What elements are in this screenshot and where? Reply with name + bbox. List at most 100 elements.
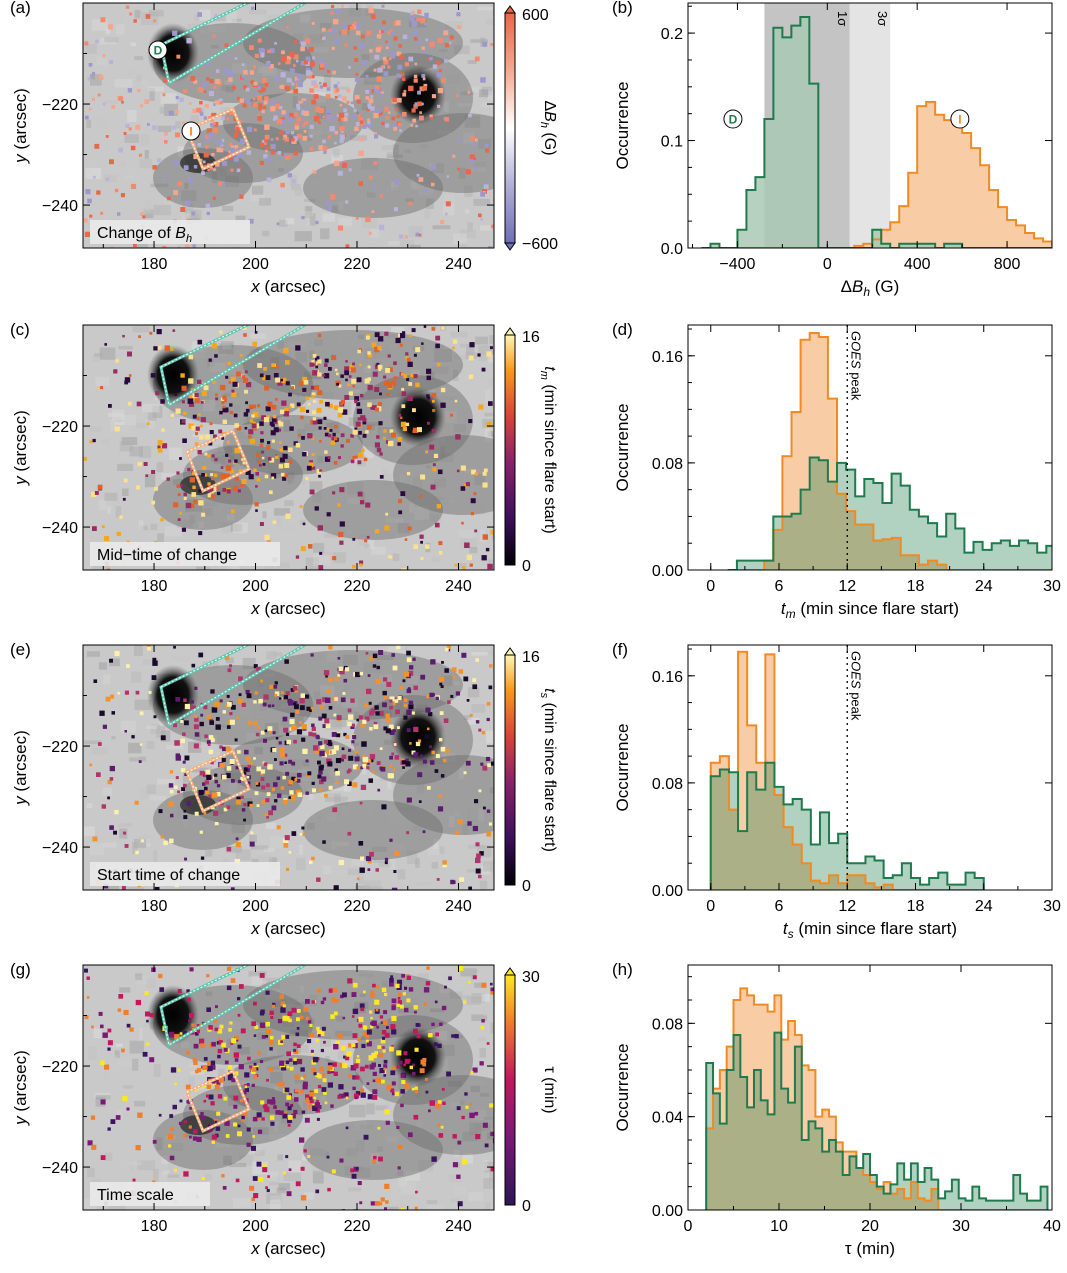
x-axis-label: tm (min since flare start) bbox=[781, 599, 959, 621]
sunspot-left bbox=[147, 23, 199, 83]
y-tick-label: 0.00 bbox=[652, 563, 683, 580]
panel-label: (b) bbox=[612, 0, 633, 17]
x-tick-label: 220 bbox=[344, 898, 371, 915]
y-axis-label: Occurrence bbox=[613, 1044, 632, 1132]
x-tick-label: 180 bbox=[141, 578, 168, 595]
series-i-line bbox=[709, 650, 984, 890]
map-caption-box bbox=[90, 542, 280, 566]
x-axis-label: τ (min) bbox=[845, 1239, 895, 1258]
x-tick-label: 220 bbox=[344, 1218, 371, 1235]
y-tick-label: −220 bbox=[42, 739, 78, 756]
colorbar-label: ΔBh (G) bbox=[538, 100, 558, 155]
x-tick-label: 12 bbox=[838, 578, 856, 595]
series-d-fill bbox=[706, 1032, 1048, 1210]
histogram-panel-b: 1σ 3σ D I −400 0 400 800 0.0 0.1 0.2 ΔBh (G) Occurre… bbox=[612, 0, 1053, 299]
y-tick-label: −240 bbox=[42, 520, 78, 537]
y-axis-label: Occurrence bbox=[613, 404, 632, 492]
legend-marker-d: D bbox=[723, 109, 743, 129]
series-i-fill bbox=[701, 101, 1052, 248]
series-i-fill bbox=[710, 651, 984, 890]
map-caption-box bbox=[90, 220, 250, 244]
colorbar: 30 0 τ (min) bbox=[504, 967, 558, 1215]
goes-peak-label: GOES peak bbox=[848, 331, 863, 401]
colorbar: 600 −600 ΔBh (G) bbox=[504, 5, 558, 253]
x-tick-label: 400 bbox=[904, 256, 931, 273]
panel-label: (d) bbox=[612, 320, 633, 339]
x-tick-label: 800 bbox=[994, 256, 1021, 273]
y-tick-label: 0.0 bbox=[661, 241, 683, 258]
y-axis-label: Occurrence bbox=[613, 82, 632, 170]
y-tick-label: −220 bbox=[42, 419, 78, 436]
panel-label: (f) bbox=[612, 640, 628, 659]
x-tick-label: 200 bbox=[242, 1218, 269, 1235]
histogram-panel-h: 0 10 20 30 40 0.00 0.04 0.08 τ (min) Occurrence (h… bbox=[612, 960, 1061, 1258]
map-caption-box bbox=[90, 1182, 210, 1206]
histogram-frame bbox=[687, 644, 1053, 891]
series-i-line bbox=[727, 332, 1052, 570]
x-tick-label: 0 bbox=[823, 256, 832, 273]
magnetogram-image bbox=[83, 325, 494, 570]
x-tick-label: 18 bbox=[907, 578, 925, 595]
x-tick-label: 20 bbox=[861, 1218, 879, 1235]
colorbar-label: τ (min) bbox=[541, 1066, 558, 1113]
colorbar-min-label: 0 bbox=[522, 558, 531, 575]
sigma-band-3 bbox=[849, 3, 891, 248]
magnetogram-image bbox=[83, 645, 494, 890]
y-axis-label: y (arcsec) bbox=[11, 1050, 30, 1126]
sigma-label: 1σ bbox=[835, 11, 850, 26]
map-caption: Start time of change bbox=[97, 867, 240, 884]
map-frame bbox=[82, 964, 495, 1211]
x-tick-label: 24 bbox=[975, 578, 993, 595]
x-tick-label: 30 bbox=[952, 1218, 970, 1235]
x-tick-label: 240 bbox=[445, 1218, 472, 1235]
y-tick-label: 0.2 bbox=[661, 26, 683, 43]
y-axis-label: y (arcsec) bbox=[11, 88, 30, 164]
y-axis-label: y (arcsec) bbox=[11, 410, 30, 486]
x-tick-label: 200 bbox=[242, 898, 269, 915]
map-panel-g: Time scale 180 200 220 240 −220 −240 x (arcsec)… bbox=[10, 960, 558, 1258]
series-d-fill bbox=[727, 457, 1052, 570]
y-axis-label: Occurrence bbox=[613, 724, 632, 812]
y-tick-label: −240 bbox=[42, 840, 78, 857]
region-marker-i: I bbox=[181, 121, 201, 141]
x-tick-label: 40 bbox=[1043, 1218, 1061, 1235]
map-caption: Change of Bh bbox=[97, 225, 192, 245]
x-axis-label: x (arcsec) bbox=[250, 1239, 326, 1258]
x-tick-label: 12 bbox=[838, 898, 856, 915]
svg-text:I: I bbox=[189, 125, 192, 139]
y-tick-label: −220 bbox=[42, 97, 78, 114]
x-tick-label: 180 bbox=[141, 1218, 168, 1235]
y-tick-label: 0.00 bbox=[652, 883, 683, 900]
y-tick-label: 0.1 bbox=[661, 134, 683, 151]
colorbar-min-label: 0 bbox=[522, 878, 531, 895]
map-frame bbox=[82, 644, 495, 891]
colorbar-min-label: 0 bbox=[522, 1198, 531, 1215]
svg-text:D: D bbox=[729, 113, 738, 127]
histogram-frame bbox=[687, 324, 1053, 571]
x-tick-label: 6 bbox=[775, 898, 784, 915]
x-axis-label: x (arcsec) bbox=[250, 277, 326, 296]
x-tick-label: 180 bbox=[141, 256, 168, 273]
x-tick-label: 220 bbox=[344, 578, 371, 595]
series-i-line bbox=[705, 987, 1048, 1210]
series-i-line bbox=[701, 100, 1052, 248]
colorbar: 16 0 tm (min since flare start) bbox=[504, 327, 558, 575]
y-tick-label: −220 bbox=[42, 1059, 78, 1076]
x-tick-label: 240 bbox=[445, 898, 472, 915]
region-d-box bbox=[159, 965, 308, 1048]
y-tick-label: 0.00 bbox=[652, 1203, 683, 1220]
series-d-line bbox=[727, 456, 1052, 570]
colorbar: 16 0 ts (min since flare start) bbox=[504, 647, 558, 895]
panel-label: (g) bbox=[10, 960, 31, 979]
colorbar-max-label: 600 bbox=[522, 7, 549, 24]
sunspot-left bbox=[147, 665, 199, 725]
series-i-fill bbox=[706, 988, 1048, 1210]
histogram-panel-d: GOES peak 0 6 12 18 24 30 0.00 0.08 0.16 tm (min s… bbox=[612, 320, 1061, 621]
colorbar-min-label: −600 bbox=[522, 236, 558, 253]
map-panel-c: Mid−time of change 180 200 220 240 −220 −240 x … bbox=[10, 320, 558, 618]
map-panel-e: Start time of change 180 200 220 240 −220 −240… bbox=[10, 640, 558, 938]
y-tick-label: 0.08 bbox=[652, 456, 683, 473]
x-tick-label: 240 bbox=[445, 256, 472, 273]
y-tick-label: 0.04 bbox=[652, 1110, 683, 1127]
